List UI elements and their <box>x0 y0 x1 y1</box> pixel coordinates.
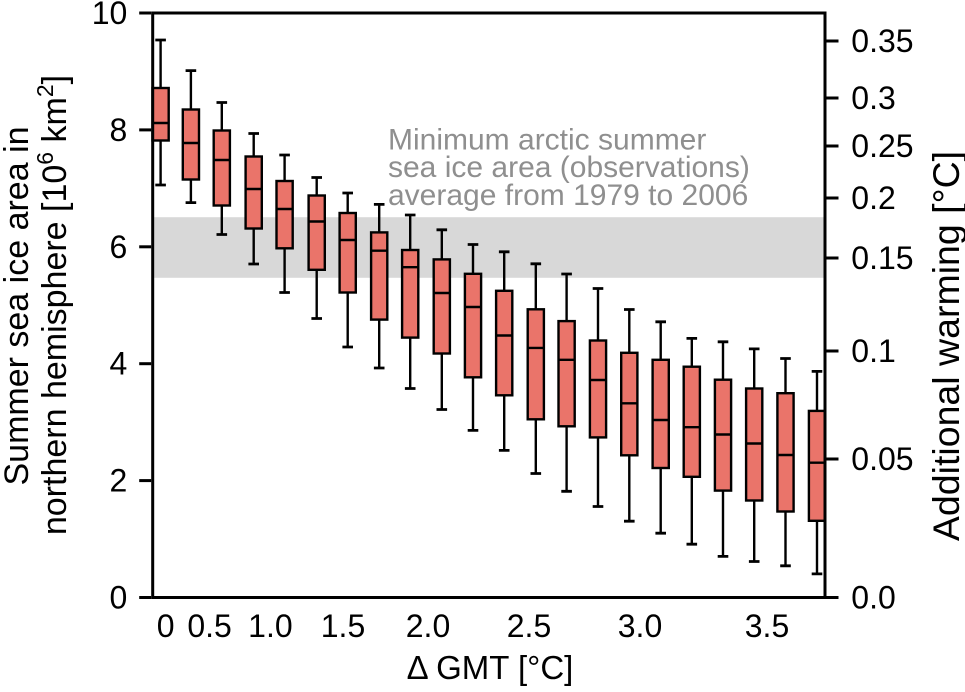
svg-text:0.5: 0.5 <box>187 608 231 644</box>
svg-text:0.05: 0.05 <box>851 441 913 477</box>
svg-text:3.5: 3.5 <box>745 608 789 644</box>
svg-text:sea ice area (observations): sea ice area (observations) <box>388 151 750 184</box>
svg-text:2.5: 2.5 <box>507 608 551 644</box>
svg-text:0.0: 0.0 <box>851 580 895 616</box>
svg-text:0: 0 <box>110 580 128 616</box>
svg-text:0.35: 0.35 <box>851 23 913 59</box>
svg-text:0.15: 0.15 <box>851 240 913 276</box>
svg-text:2.0: 2.0 <box>406 608 450 644</box>
svg-text:6: 6 <box>110 229 128 265</box>
svg-text:0: 0 <box>157 608 175 644</box>
svg-text:0.1: 0.1 <box>851 333 895 369</box>
svg-text:Minimum arctic summer: Minimum arctic summer <box>388 124 706 157</box>
svg-text:Δ GMT [°C]: Δ GMT [°C] <box>407 649 574 686</box>
svg-text:3.0: 3.0 <box>618 608 662 644</box>
svg-text:10: 10 <box>92 0 128 31</box>
svg-text:0.25: 0.25 <box>851 128 913 164</box>
svg-text:northern hemisphere [106 km2]: northern hemisphere [106 km2] <box>32 75 74 535</box>
svg-text:1.0: 1.0 <box>248 608 292 644</box>
svg-text:Additional warming [°C]: Additional warming [°C] <box>925 151 965 541</box>
svg-text:0.3: 0.3 <box>851 80 895 116</box>
svg-text:4: 4 <box>110 346 128 382</box>
svg-text:8: 8 <box>110 112 128 148</box>
svg-text:1.5: 1.5 <box>321 608 365 644</box>
svg-text:Summer sea ice area in: Summer sea ice area in <box>0 126 36 485</box>
svg-text:average from 1979 to 2006: average from 1979 to 2006 <box>388 179 748 212</box>
svg-text:2: 2 <box>110 463 128 499</box>
svg-text:0.2: 0.2 <box>851 180 895 216</box>
